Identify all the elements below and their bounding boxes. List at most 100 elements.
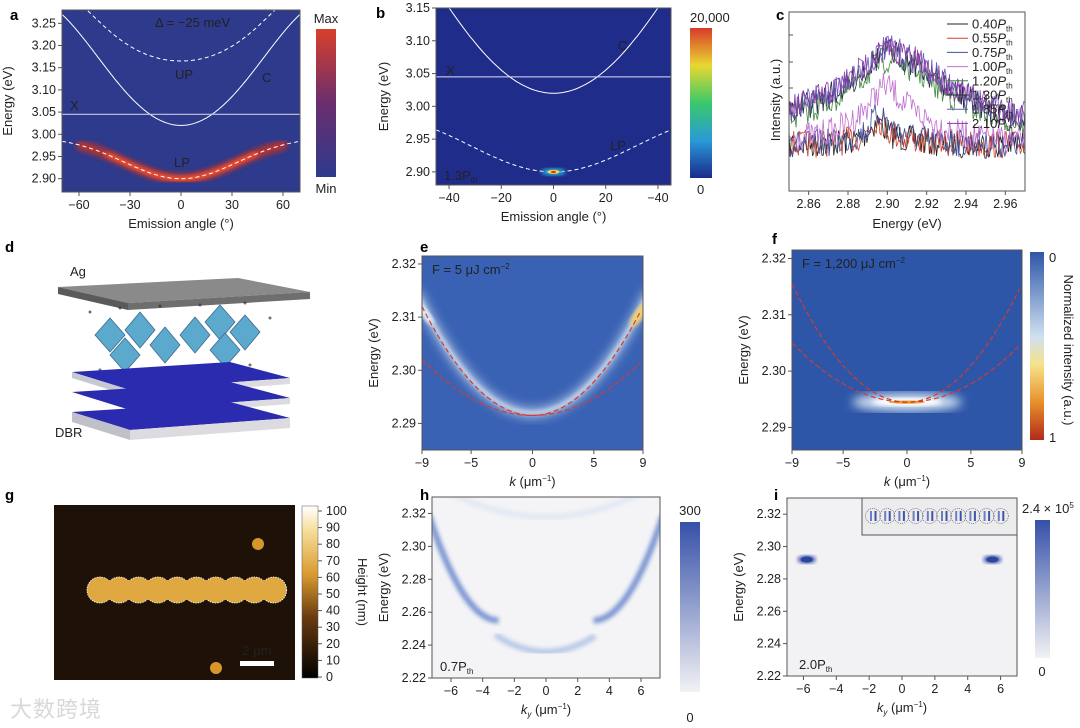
x-tick-label: 5 — [967, 456, 974, 470]
plot-area — [436, 8, 671, 176]
watermark: 大数跨境 — [10, 698, 103, 723]
plot-frame — [788, 11, 1026, 192]
inset-mode-lobe — [874, 511, 877, 521]
colorbar — [1030, 252, 1044, 440]
inset-mode-lobe — [870, 511, 872, 521]
x-tick-label: −20 — [491, 191, 512, 205]
inset-mode-lobe — [931, 511, 934, 521]
colorbar-max-label: Max — [314, 11, 339, 26]
panel-label-g: g — [5, 487, 14, 504]
colorbar-max-label: 2.4 × 105 — [1022, 501, 1074, 516]
y-tick-label: 3.15 — [32, 61, 56, 75]
inset-mode-lobe — [945, 511, 948, 521]
inset-mode-lobe — [912, 511, 915, 521]
x-tick-label: 60 — [276, 198, 290, 212]
x-tick-label: 0 — [899, 682, 906, 696]
colorbar-label: Normalized intensity (a.u.) — [1061, 275, 1076, 426]
x-tick-label: 4 — [964, 682, 971, 696]
inset-mode-lobe — [898, 511, 901, 521]
x-tick-label: −40 — [438, 191, 459, 205]
colorbar-tick-label: 70 — [326, 554, 340, 568]
y-axis-label: Intensity (a.u.) — [768, 59, 783, 141]
dbr-layer-3 — [72, 402, 290, 430]
x-axis-label: k (μm−1) — [884, 474, 930, 489]
panel-a-dispersion-map: Δ = −25 meV UP C X LP −60 −30 0 30 60 2.90 2.95 3.00… — [0, 9, 339, 231]
y-tick-label: 3.00 — [406, 99, 430, 113]
panel-label-i: i — [774, 487, 778, 504]
x-tick-label: 5 — [590, 456, 597, 470]
x-tick-label: 2.96 — [993, 197, 1017, 211]
inset-mode-lobe — [926, 511, 929, 521]
cavity-label: C — [262, 70, 271, 85]
x-tick-label: 2.90 — [875, 197, 899, 211]
y-tick-label: 2.24 — [402, 638, 426, 652]
spectrum-line — [788, 72, 1026, 155]
x-tick-label: −2 — [507, 684, 521, 698]
y-axis-label: Energy (eV) — [731, 552, 746, 621]
inset-disk — [865, 508, 881, 524]
y-tick-label: 2.30 — [762, 364, 786, 378]
y-tick-label: 2.30 — [757, 540, 781, 554]
legend-entry: 0.40Pth — [972, 17, 1013, 34]
dbr-layer-front-3 — [130, 418, 290, 440]
plot-area — [792, 283, 1020, 412]
panel-h-dispersion-map: 0.7Pth −6 −4 −2 0 2 4 6 2.22 2.24 2.26 2.28 2.30 2.32… — [376, 496, 701, 725]
polariton-band — [422, 300, 643, 415]
y-tick-label: 2.30 — [392, 363, 416, 377]
x-tick-label: 2 — [931, 682, 938, 696]
up-curve — [86, 10, 276, 62]
heatmap-background — [436, 8, 671, 185]
lasing-spot-core — [986, 556, 999, 563]
spectrum-line — [788, 39, 1026, 131]
inset-disk — [893, 508, 910, 524]
panel-e-dispersion-map: F = 5 μJ cm−2 −9 −5 0 5 9 2.29 2.30 2.31 2.32 k (μ… — [366, 255, 647, 489]
panel-label-c: c — [776, 7, 784, 24]
y-tick-label: 3.00 — [32, 127, 56, 141]
y-axis-label: Energy (eV) — [366, 318, 381, 387]
detuning-annotation: Δ = −25 meV — [155, 15, 231, 30]
heatmap-background — [432, 497, 660, 678]
colorbar-label: Height (nm) — [355, 558, 370, 626]
inset-mode-lobe — [988, 511, 991, 521]
ag-mirror — [58, 278, 310, 303]
lp-curve — [436, 129, 671, 173]
ag-label: Ag — [70, 264, 86, 279]
colorbar-tick-label: 40 — [326, 604, 340, 618]
x-tick-label: 0 — [543, 684, 550, 698]
colorbar-max-label: 20,000 — [690, 10, 730, 25]
inset-mode-lobe — [959, 511, 962, 521]
colorbar-tick-label: 30 — [326, 620, 340, 634]
legend-entry: 1.20Pth — [972, 73, 1013, 90]
colorbar-tick-label: 20 — [326, 637, 340, 651]
top-band — [453, 497, 639, 520]
x-tick-label: −5 — [836, 456, 850, 470]
dbr-label: DBR — [55, 425, 82, 440]
heatmap-background — [62, 10, 300, 192]
x-tick-label: 2.92 — [914, 197, 938, 211]
inset-disk — [936, 508, 952, 524]
colorbar — [680, 522, 700, 692]
colorbar-max-label: 300 — [679, 503, 701, 518]
fit-curve-2 — [422, 359, 641, 417]
inset-mode-lobe — [941, 511, 943, 521]
fit-curve-2 — [792, 342, 1020, 403]
x-tick-label: 2.94 — [954, 197, 978, 211]
y-tick-label: 2.32 — [402, 506, 426, 520]
colorbar — [1035, 520, 1050, 658]
panel-i-dispersion-map: 2.0Pth −6 −4 −2 0 2 4 6 2.22 2.24 2.26 2.28 2.30 2.32… — [731, 497, 1074, 717]
panel-d-device-schematic: Ag DBR — [55, 264, 310, 440]
inset-disk — [992, 508, 1009, 524]
x-tick-label: −6 — [444, 684, 458, 698]
x-tick-label: 9 — [640, 456, 647, 470]
y-axis-label: Energy (eV) — [376, 62, 391, 131]
y-tick-label: 2.90 — [406, 165, 430, 179]
cavity-label: C — [618, 38, 627, 53]
dbr-layer-side-3 — [72, 412, 130, 440]
x-tick-label: 6 — [997, 682, 1004, 696]
inset-mode-lobe — [983, 511, 986, 521]
lp-label: LP — [174, 155, 190, 170]
pump-annotation: 2.0Pth — [799, 657, 832, 674]
x-tick-label: −60 — [68, 198, 89, 212]
ag-mirror-front — [128, 292, 310, 310]
